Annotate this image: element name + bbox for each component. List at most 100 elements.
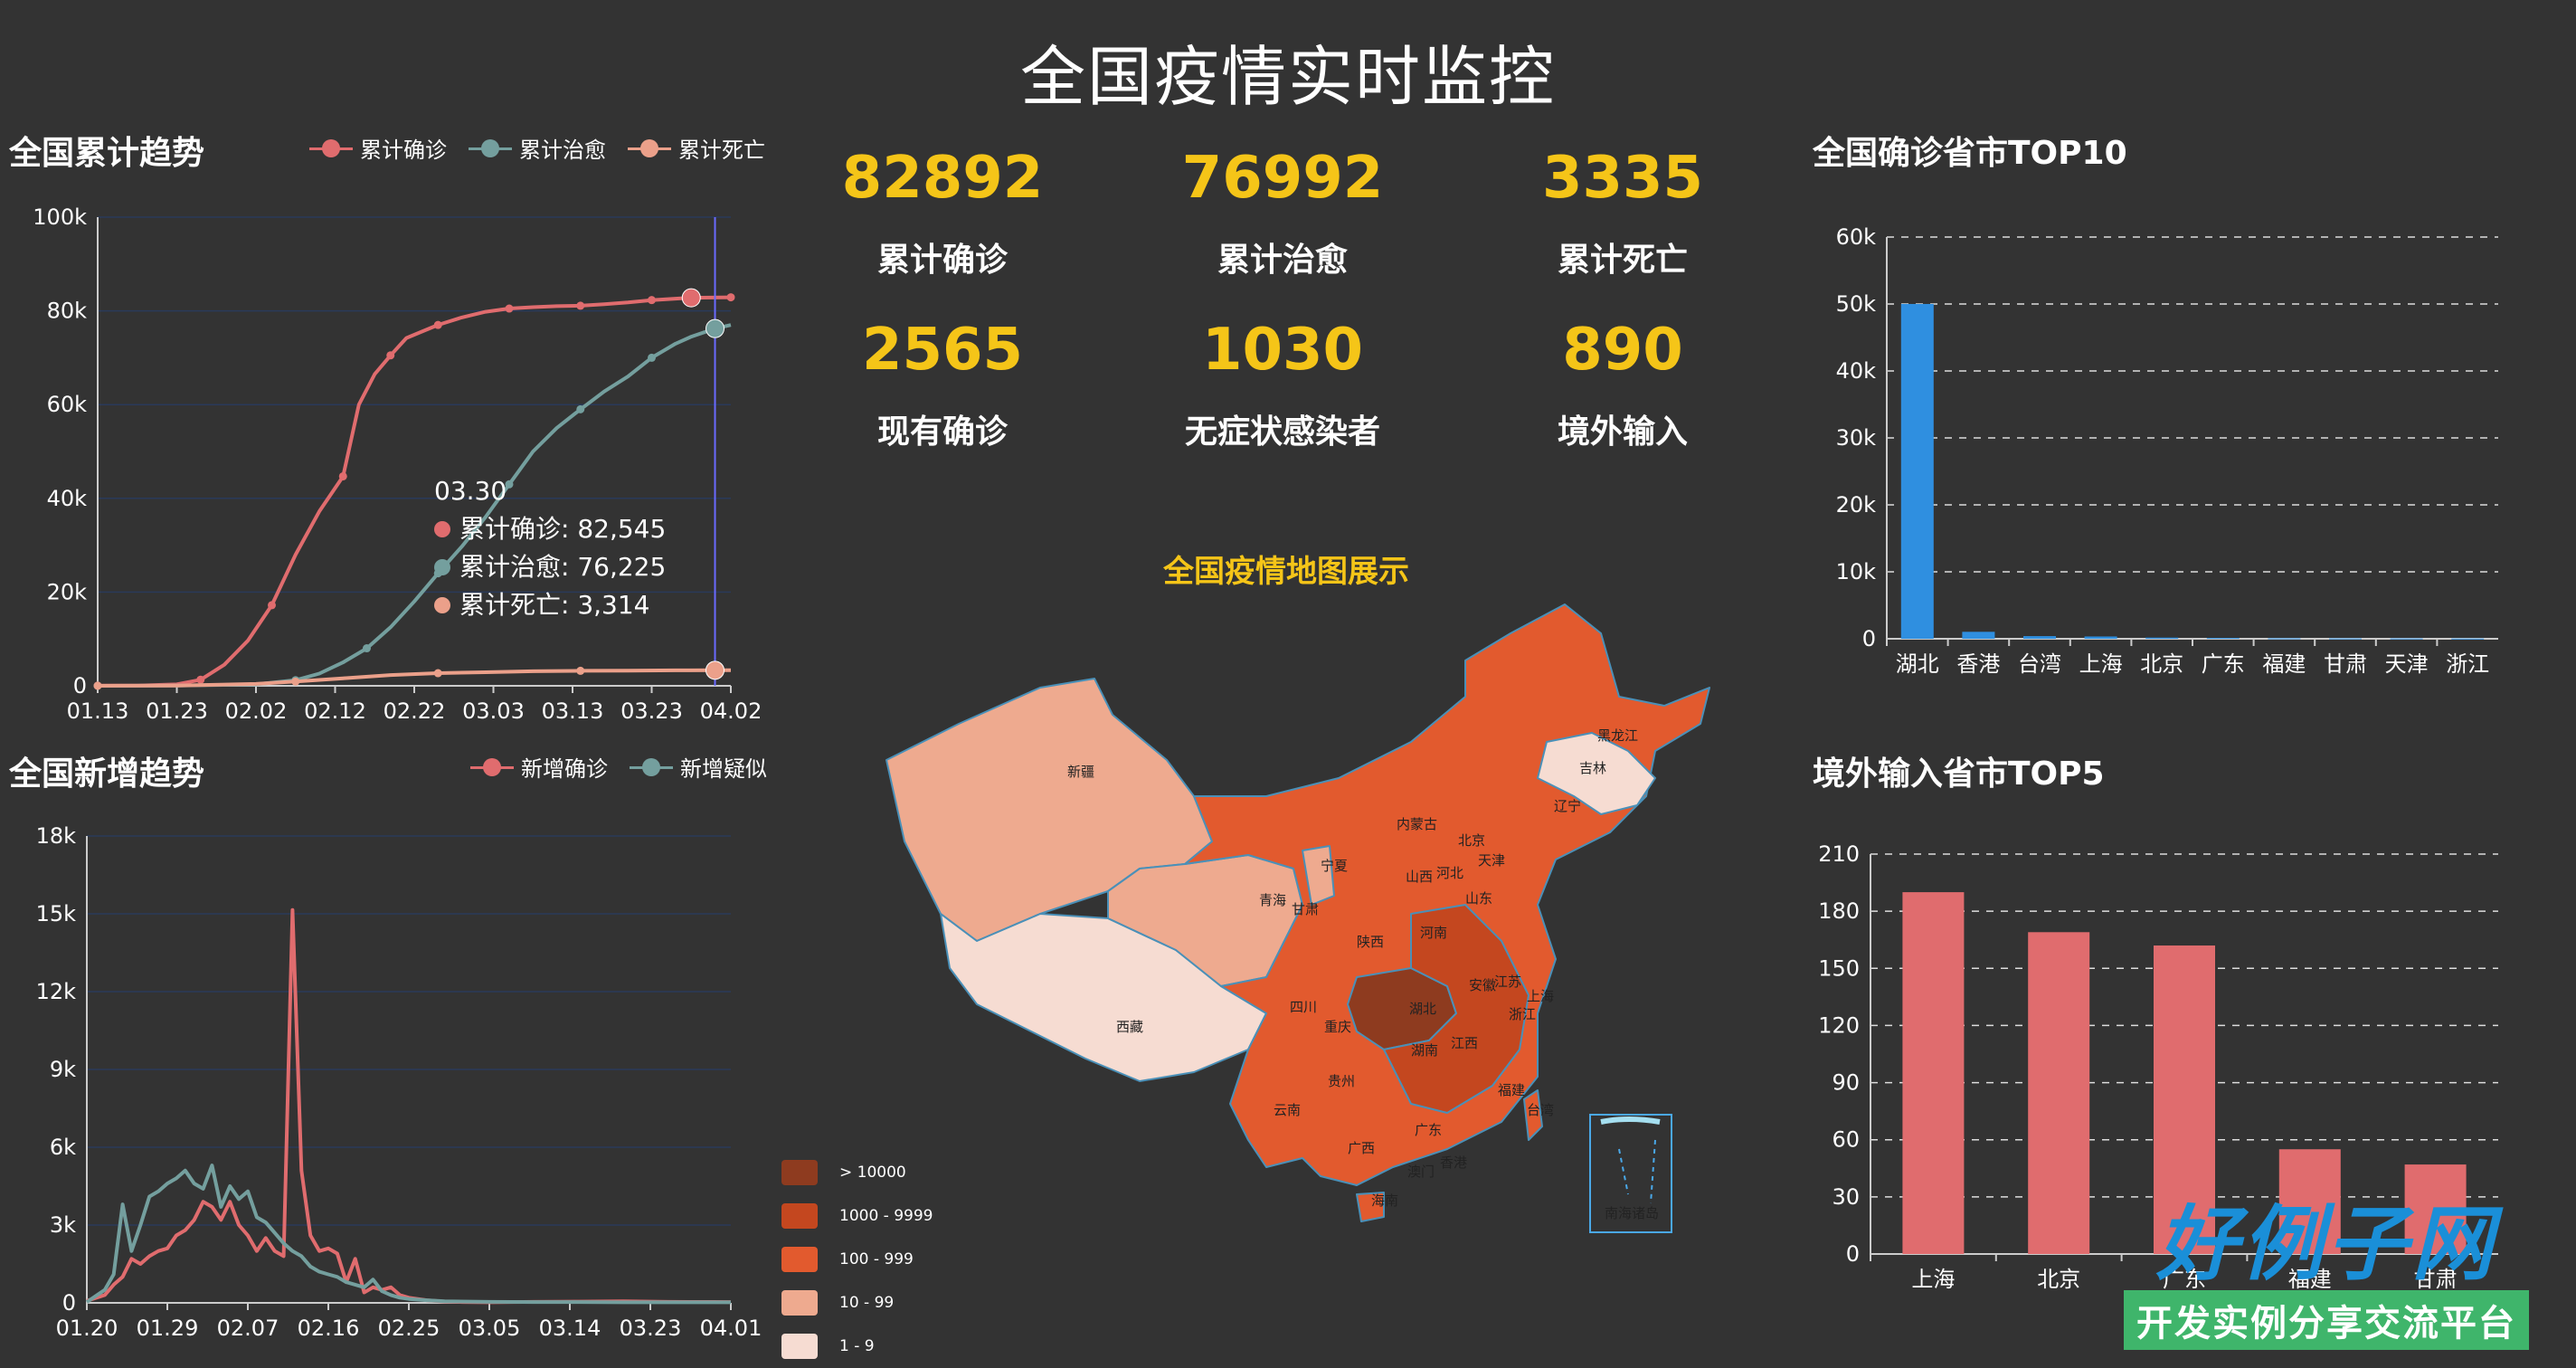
legend-swatch [781,1290,818,1316]
x-tick-label: 01.23 [146,698,208,724]
map-province-label: 青海 [1259,892,1286,908]
map-legend-item[interactable]: 1000 - 9999 [781,1194,933,1238]
y-tick-label: 15k [36,901,77,926]
y-tick-label: 3k [50,1212,76,1238]
x-tick-label: 甘肃 [2324,651,2367,677]
map-province-label: 河南 [1420,925,1447,941]
legend-line-icon [469,138,512,157]
data-point [196,675,205,684]
x-tick-label: 02.12 [304,698,366,724]
y-tick-label: 60k [47,392,88,417]
daily-line-chart[interactable]: 0 3k 6k 9k 12k 15k 18k 01.20 01.29 02.07 02.16 02.2… [0,0,814,1363]
series-line [97,668,732,688]
y-tick-label: 20k [1836,492,1877,518]
x-tick-label: 02.22 [384,698,446,724]
y-tick-label: 60 [1832,1127,1860,1153]
y-tick-label: 150 [1818,955,1860,981]
legend-item-cured[interactable]: 累计治愈 [469,132,606,164]
x-tick-label: 03.03 [462,698,525,724]
map-region-hainan[interactable] [1356,1192,1385,1222]
map-province-label: 香港 [1440,1154,1467,1171]
daily-trend-title: 全国新增趋势 [9,755,205,793]
tooltip-row-label: 累计治愈: 76,225 [459,552,667,582]
y-tick-label: 9k [50,1057,76,1082]
map-province-label: 重庆 [1324,1019,1351,1035]
legend-item-confirmed[interactable]: 累计确诊 [309,132,447,164]
map-legend-item[interactable]: 10 - 99 [781,1281,933,1325]
legend-label: 新增疑似 [680,756,767,782]
bar [2404,1164,2467,1254]
legend-label: 累计死亡 [678,138,765,163]
map-region-central-dark[interactable] [1383,904,1530,1114]
map-region-taiwan[interactable] [1523,1089,1543,1141]
cumulative-legend[interactable]: 累计确诊 累计治愈 累计死亡 [309,132,765,164]
x-tick-label: 03.05 [459,1316,521,1341]
bar [1962,632,1995,639]
watermark-tagline: 开发实例分享交流平台 [2124,1290,2529,1350]
x-tick-label: 上海 [2079,651,2123,677]
map-legend-item[interactable]: 100 - 999 [781,1238,933,1281]
stat-value: 2565 [861,317,1024,384]
map-province-label: 西藏 [1116,1019,1143,1035]
top10-bar-chart[interactable]: 0 10k 20k 30k 40k 50k 60k 湖北 香港 台湾 上海 北京 广东 福建 甘肃 天津 浙江 [0,0,2576,724]
cumulative-line-chart[interactable]: 0 20k 40k 60k 80k 100k 01.13 01.23 02.02 02.12 02.… [0,181,814,923]
y-tick-label: 40k [47,486,88,511]
map-province-label: 广东 [1415,1122,1442,1138]
map-province-label: 四川 [1290,999,1317,1015]
data-point [268,601,276,610]
map-province-label: 陕西 [1357,934,1384,950]
legend-item-new-suspected[interactable]: 新增疑似 [630,751,767,783]
series-line [97,323,732,688]
y-tick-label: 20k [47,579,88,604]
bar [2028,932,2090,1254]
x-tick-label: 03.23 [620,698,683,724]
x-tick-label: 01.13 [67,698,129,724]
map-province-label: 贵州 [1328,1073,1355,1089]
bar [2390,638,2423,640]
map-province-label: 甘肃 [1292,901,1319,917]
legend-range: 1000 - 9999 [839,1207,933,1225]
tooltip-date: 03.30 [434,476,507,506]
map-province-label: 吉林 [1579,760,1606,776]
tooltip-row-label: 累计死亡: 3,314 [459,590,650,620]
bar [1900,303,1934,639]
y-tick-label: 100k [33,204,87,230]
legend-range: > 10000 [839,1164,906,1182]
data-point [505,304,514,313]
tooltip-row: 累计死亡: 3,314 [434,586,666,624]
bar [2451,638,2485,640]
map-province-label: 山西 [1406,869,1433,885]
map-legend-item[interactable]: 1 - 9 [781,1325,933,1368]
map-province-label: 新疆 [1067,764,1094,780]
y-tick-label: 6k [50,1135,76,1160]
imported-top5-title: 境外输入省市TOP5 [1813,755,2105,793]
legend-item-new-confirmed[interactable]: 新增确诊 [470,751,608,783]
stat-label: 累计确诊 [876,242,1008,279]
x-tick-label: 01.29 [137,1316,199,1341]
legend-swatch [781,1203,818,1229]
daily-legend[interactable]: 新增确诊 新增疑似 [470,751,767,783]
legend-item-dead[interactable]: 累计死亡 [628,132,765,164]
map-legend-item[interactable]: > 10000 [781,1151,933,1194]
map-region-ningxia[interactable] [1302,845,1335,906]
map-province-label: 上海 [1527,988,1554,1004]
x-tick-label: 02.16 [298,1316,360,1341]
x-tick-label: 甘肃 [2414,1267,2458,1292]
data-point [291,677,300,686]
x-tick-label: 北京 [2140,651,2183,677]
watermark-logo: 好例子网 [2156,1197,2496,1292]
x-tick-label: 福建 [2262,651,2306,677]
map-legend[interactable]: > 10000 1000 - 9999 100 - 999 10 - 99 1 … [781,1151,933,1368]
bar [2023,636,2056,639]
map-province-label: 黑龙江 [1597,727,1638,744]
y-tick-label: 50k [1836,291,1877,317]
bar [2206,638,2240,640]
map-province-label: 宁夏 [1321,858,1348,874]
y-tick-label: 80k [47,299,88,324]
map-province-label: 山东 [1465,890,1492,907]
map-region-northeast[interactable] [1537,732,1656,815]
map-province-label: 云南 [1274,1102,1301,1118]
data-point [433,669,442,678]
